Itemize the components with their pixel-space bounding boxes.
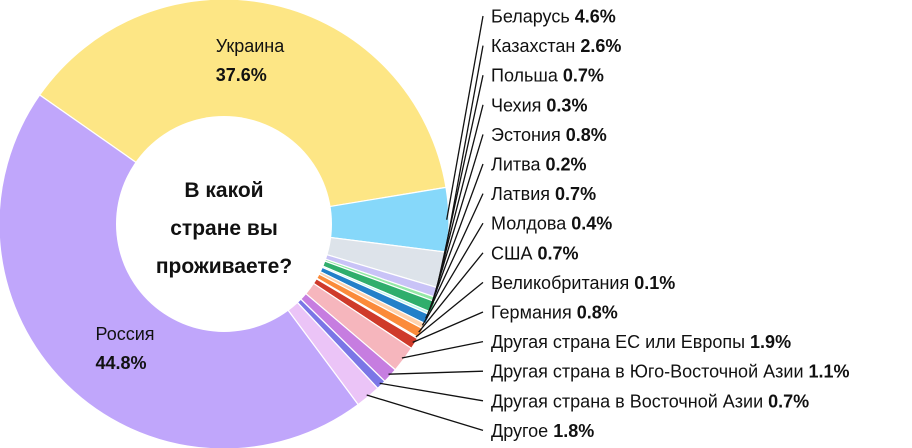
leader-другое [366, 394, 484, 432]
leader-сша [418, 252, 484, 333]
label-другая-страна-ес-или-европы: Другая страна ЕС или Европы 1.9% [491, 332, 791, 352]
label-польша: Польша 0.7% [491, 66, 604, 86]
leader-другая-страна-в-юго-восточной-азии [388, 370, 484, 375]
label-сша: США 0.7% [491, 243, 579, 263]
leader-lines [366, 15, 484, 432]
label-эстония: Эстония 0.8% [491, 125, 607, 145]
label-другая-страна-в-юго-восточной-азии: Другая страна в Юго-Восточной Азии 1.1% [491, 362, 850, 382]
inner-labels: Украина 37.6% Россия 44.8% [96, 36, 286, 373]
inner-label-value: 44.8% [96, 353, 147, 373]
leader-литва [427, 163, 484, 313]
leader-германия [412, 311, 484, 343]
inner-label-name: Украина [216, 36, 286, 56]
leader-молдова [421, 222, 484, 326]
leader-другая-страна-в-восточной-азии [379, 382, 484, 402]
slice-украина [38, 0, 447, 225]
leader-беларусь [446, 15, 484, 220]
label-великобритания: Великобритания 0.1% [491, 273, 675, 293]
label-беларусь: Беларусь 4.6% [491, 7, 616, 27]
leader-эстония [430, 134, 484, 307]
leader-другая-страна-ес-или-европы [401, 340, 484, 359]
label-латвия: Латвия 0.7% [491, 184, 596, 204]
label-другая-страна-в-восточной-азии: Другая страна в Восточной Азии 0.7% [491, 391, 809, 411]
inner-label-россия: Россия 44.8% [96, 324, 155, 373]
leader-чехия [433, 104, 484, 300]
chart-title-line: проживаете? [156, 255, 292, 278]
label-казахстан: Казахстан 2.6% [491, 36, 621, 56]
label-другое: Другое 1.8% [491, 421, 594, 441]
inner-label-value: 37.6% [216, 65, 267, 85]
donut-hole [116, 116, 332, 332]
slice-labels: Беларусь 4.6% Казахстан 2.6% Польша 0.7% Че… [491, 7, 850, 441]
inner-label-украина: Украина 37.6% [216, 36, 286, 85]
chart-title: В какой стране вы проживаете? [156, 179, 292, 278]
chart-title-line: стране вы [170, 217, 278, 240]
label-чехия: Чехия 0.3% [491, 95, 587, 115]
inner-label-name: Россия [96, 324, 155, 344]
leader-латвия [425, 193, 484, 319]
label-молдова: Молдова 0.4% [491, 214, 612, 234]
label-германия: Германия 0.8% [491, 303, 618, 323]
leader-польша [435, 75, 484, 293]
chart-title-line: В какой [184, 179, 263, 202]
leader-великобритания [415, 281, 484, 338]
label-литва: Литва 0.2% [491, 155, 587, 175]
